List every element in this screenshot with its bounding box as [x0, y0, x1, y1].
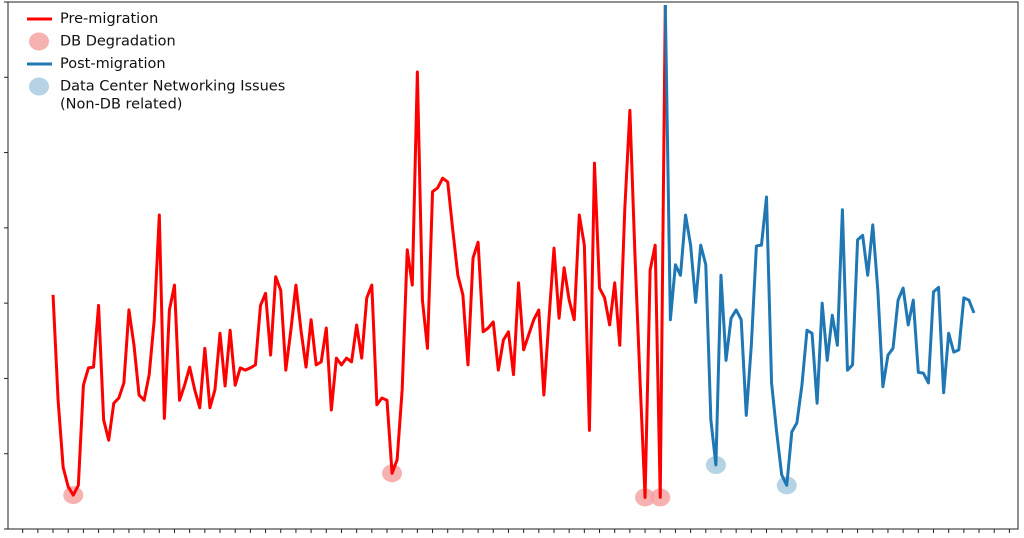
legend-marker [29, 77, 49, 96]
line-series [663, 4, 976, 487]
line-series [51, 4, 667, 499]
plot-area [51, 4, 976, 507]
legend-label: Post-migration [60, 56, 166, 72]
plot-frame [7, 1, 1019, 530]
legend-label: DB Degradation [60, 34, 176, 50]
legend: Pre-migration DB Degradation Post-migratio… [27, 11, 285, 113]
legend-label: Pre-migration [60, 11, 158, 27]
legend-label: Data Center Networking Issues (Non-DB rel… [60, 79, 285, 113]
legend-marker [29, 32, 49, 51]
